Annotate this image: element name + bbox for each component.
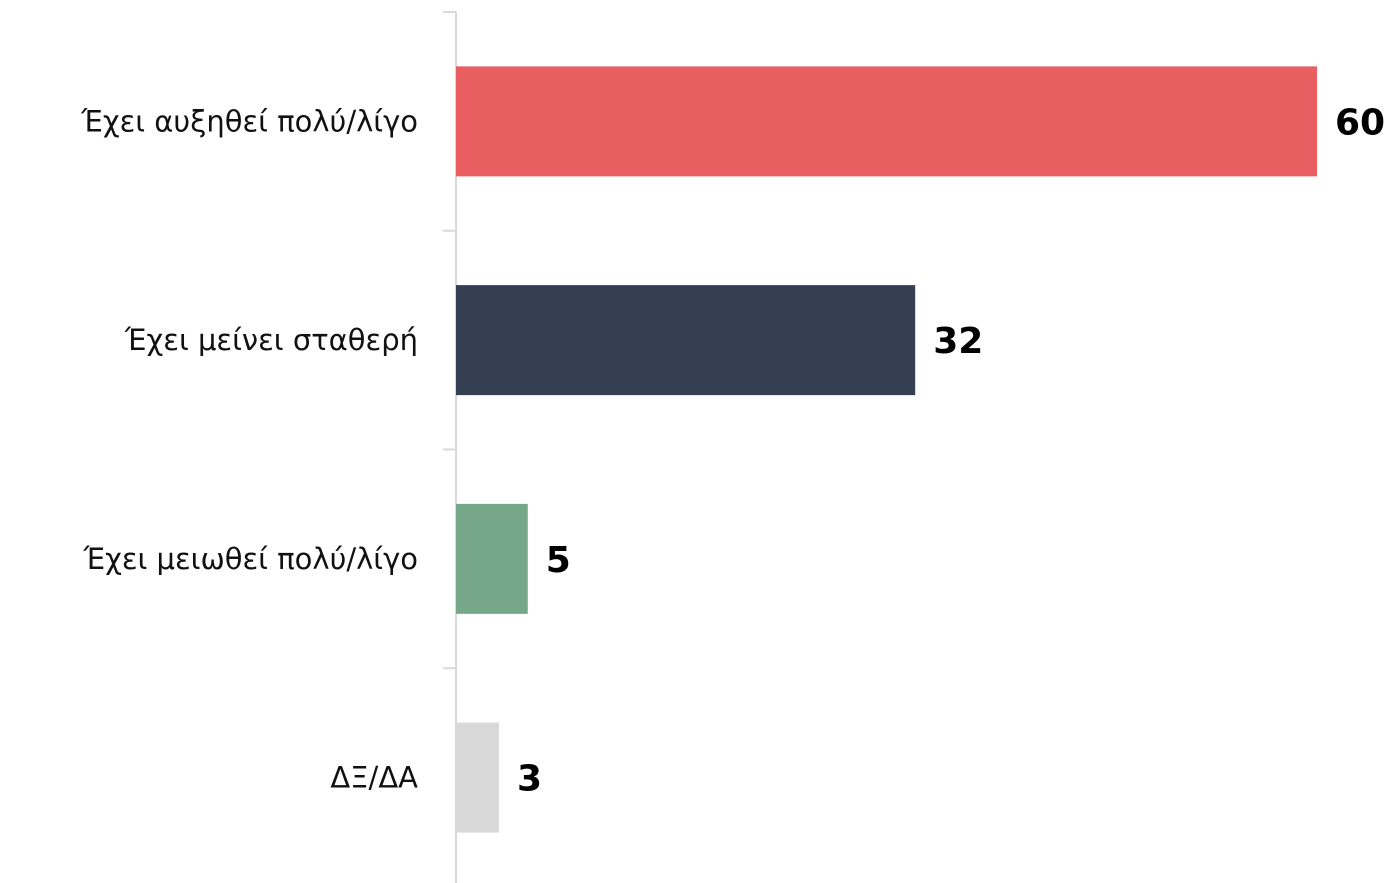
category-label: Έχει μειωθεί πολύ/λίγο (82, 542, 418, 576)
bar (456, 503, 528, 614)
value-label: 5 (546, 540, 571, 581)
bar (456, 285, 916, 396)
bar (456, 722, 500, 833)
category-label: Έχει μείνει σταθερή (124, 323, 418, 357)
category-label: Έχει αυξηθεί πολύ/λίγο (80, 104, 418, 138)
value-label: 3 (517, 759, 542, 800)
value-label: 60 (1335, 102, 1385, 143)
category-label: ΔΞ/ΔΑ (330, 761, 418, 795)
bar (456, 66, 1317, 177)
value-label: 32 (933, 321, 983, 362)
